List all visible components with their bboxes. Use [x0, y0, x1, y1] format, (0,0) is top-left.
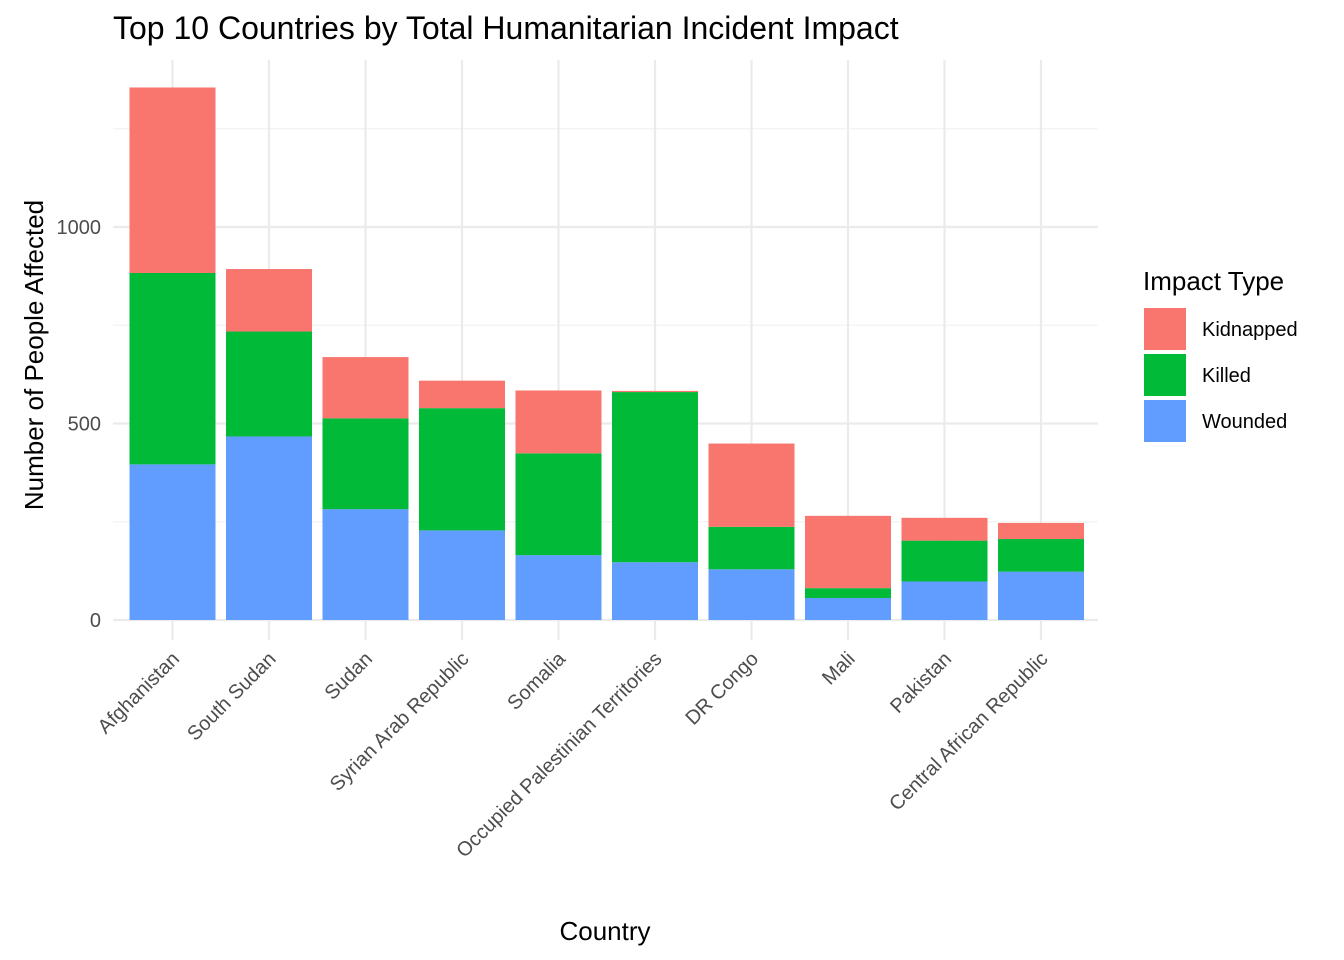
x-tick-label: DR Congo — [681, 648, 763, 730]
legend-label: Wounded — [1202, 411, 1287, 433]
bar-wounded — [805, 597, 891, 620]
bar-wounded — [226, 436, 312, 620]
bar-wounded — [708, 569, 795, 620]
legend-label: Killed — [1202, 365, 1251, 387]
legend-label: Kidnapped — [1202, 319, 1298, 341]
legend-swatch — [1144, 308, 1186, 350]
chart-title: Top 10 Countries by Total Humanitarian I… — [113, 10, 899, 46]
bar-wounded — [612, 562, 698, 620]
bar-kidnapped — [515, 390, 602, 454]
bar-killed — [708, 526, 795, 570]
bar-kidnapped — [322, 357, 409, 419]
x-tick-label: Central African Republic — [885, 648, 1052, 815]
bar-killed — [129, 272, 216, 465]
bar-kidnapped — [901, 517, 988, 541]
bar-wounded — [129, 464, 216, 620]
x-tick-label: South Sudan — [183, 648, 280, 745]
bar-kidnapped — [805, 515, 891, 589]
bar-killed — [805, 588, 891, 598]
legend-swatch — [1144, 400, 1186, 442]
x-tick-label: Somalia — [503, 647, 570, 714]
bar-killed — [515, 453, 602, 556]
y-tick-label: 0 — [90, 610, 101, 632]
bar-wounded — [322, 509, 409, 620]
bar-wounded — [998, 571, 1084, 620]
bar-killed — [901, 540, 988, 582]
bar-kidnapped — [708, 443, 795, 527]
legend-swatch — [1144, 354, 1186, 396]
bar-killed — [226, 331, 312, 437]
x-tick-label: Sudan — [321, 648, 377, 704]
bar-killed — [322, 418, 409, 510]
x-tick-label: Occupied Palestinian Territories — [452, 648, 666, 862]
bar-wounded — [901, 581, 988, 620]
bar-kidnapped — [129, 87, 216, 273]
legend: Impact Type Kidnapped Killed Wounded — [1143, 266, 1298, 442]
bar-killed — [998, 539, 1084, 572]
bar-killed — [419, 408, 505, 531]
bar-kidnapped — [998, 522, 1084, 540]
x-tick-label: Afghanistan — [94, 648, 184, 738]
y-axis-title: Number of People Affected — [19, 200, 49, 510]
x-axis-title: Country — [559, 916, 650, 946]
bar-kidnapped — [226, 269, 312, 332]
bar-wounded — [419, 530, 505, 620]
legend-title: Impact Type — [1143, 266, 1284, 296]
bar-kidnapped — [612, 390, 698, 393]
y-tick-label: 1000 — [57, 217, 102, 239]
bar-killed — [612, 392, 698, 563]
x-tick-label: Mali — [818, 648, 859, 689]
bar-kidnapped — [419, 380, 505, 409]
bar-wounded — [515, 555, 602, 620]
bars — [129, 87, 1084, 620]
y-axis-ticks: 0 500 1000 — [57, 217, 102, 632]
y-tick-label: 500 — [68, 414, 101, 436]
x-tick-label: Pakistan — [886, 648, 956, 718]
